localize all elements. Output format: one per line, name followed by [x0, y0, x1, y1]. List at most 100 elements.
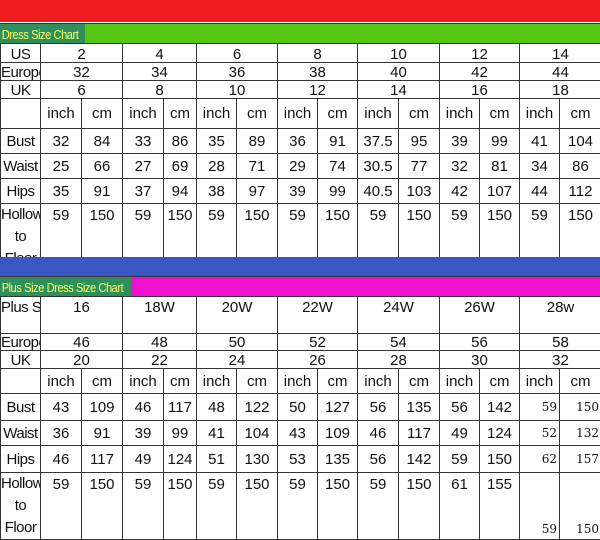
measure-value: 53: [278, 446, 318, 473]
size-value: 18: [520, 81, 600, 99]
unit-cm: cm: [318, 99, 358, 129]
measure-value: 52: [520, 421, 560, 446]
measure-value: 59: [278, 473, 318, 540]
measure-value: 35: [41, 179, 82, 204]
measure-value: 46: [123, 394, 164, 421]
measure-value: 29: [278, 154, 318, 179]
measure-value: 37.5: [358, 129, 399, 154]
measure-value: 103: [399, 179, 440, 204]
size-value: 16: [440, 81, 520, 99]
measure-value: 30.5: [358, 154, 399, 179]
measure-value: 49: [123, 446, 164, 473]
measure-value: 104: [237, 421, 278, 446]
size-value: 12: [440, 44, 520, 63]
row-label: Europe: [1, 63, 41, 81]
measure-value: 44: [520, 179, 560, 204]
dress-title-bar: Dress Size Chart: [0, 23, 600, 43]
size-value: 42: [440, 63, 520, 81]
size-value: 38: [278, 63, 358, 81]
unit-cm: cm: [399, 99, 440, 129]
measure-value: 39: [123, 421, 164, 446]
size-value: 28w: [520, 297, 600, 334]
measure-value: 150: [399, 473, 440, 540]
measure-value: 157: [560, 446, 600, 473]
measure-value: 35: [197, 129, 237, 154]
measure-value: 27: [123, 154, 164, 179]
size-value: 2: [41, 44, 123, 63]
size-value: 4: [123, 44, 197, 63]
measure-value: 41: [197, 421, 237, 446]
measure-value: 107: [480, 179, 520, 204]
measure-value: 127: [318, 394, 358, 421]
unit-inch: inch: [520, 369, 560, 394]
measure-value: 36: [278, 129, 318, 154]
measure-value: 97: [237, 179, 278, 204]
measure-value: 150: [82, 473, 123, 540]
row-label: Bust: [1, 129, 41, 154]
measure-value: 59: [123, 473, 164, 540]
measure-value: 132: [560, 421, 600, 446]
measure-value: 39: [278, 179, 318, 204]
unit-inch: inch: [440, 369, 480, 394]
size-value: 58: [520, 334, 600, 351]
measure-value: 32: [41, 129, 82, 154]
plus-chart-title: Plus Size Dress Size Chart: [0, 277, 131, 296]
size-value: 12: [278, 81, 358, 99]
measure-value: 86: [560, 154, 600, 179]
size-value: 40: [358, 63, 440, 81]
measure-value: 150: [318, 473, 358, 540]
size-value: 22W: [278, 297, 358, 334]
measure-value: 59: [520, 473, 560, 540]
measure-value: 155: [480, 473, 520, 540]
measure-value: 91: [82, 421, 123, 446]
plus-title-bar: Plus Size Dress Size Chart: [0, 276, 600, 296]
measure-value: 56: [358, 446, 399, 473]
row-label: Europe: [1, 334, 41, 351]
row-label: Waist: [1, 421, 41, 446]
measure-value: 117: [399, 421, 440, 446]
measure-value: 91: [318, 129, 358, 154]
unit-inch: inch: [41, 369, 82, 394]
measure-value: 117: [82, 446, 123, 473]
size-value: 30: [440, 351, 520, 369]
unit-cm: cm: [164, 99, 197, 129]
measure-value: 124: [480, 421, 520, 446]
size-value: 20W: [197, 297, 278, 334]
size-row: Europe32343638404244: [1, 63, 600, 81]
measure-value: 36: [41, 421, 82, 446]
measure-value: 33: [123, 129, 164, 154]
measure-value: 95: [399, 129, 440, 154]
size-value: 10: [358, 44, 440, 63]
measure-value: 39: [440, 129, 480, 154]
measure-value: 69: [164, 154, 197, 179]
measure-value: 28: [197, 154, 237, 179]
measure-value: 99: [318, 179, 358, 204]
row-label: Plus Size: [1, 297, 41, 334]
unit-cm: cm: [560, 99, 600, 129]
measure-value: 84: [82, 129, 123, 154]
size-value: 24W: [358, 297, 440, 334]
empty-cell: [1, 99, 41, 129]
measure-value: 117: [164, 394, 197, 421]
unit-cm: cm: [237, 99, 278, 129]
unit-inch: inch: [358, 99, 399, 129]
unit-inch: inch: [358, 369, 399, 394]
measure-value: 77: [399, 154, 440, 179]
measure-value: 89: [237, 129, 278, 154]
measure-value: 150: [164, 473, 197, 540]
measure-value: 50: [278, 394, 318, 421]
measure-value: 43: [278, 421, 318, 446]
measure-value: 41: [520, 129, 560, 154]
measure-value: 34: [520, 154, 560, 179]
unit-cm: cm: [480, 99, 520, 129]
measure-value: 135: [318, 446, 358, 473]
measure-value: 56: [440, 394, 480, 421]
unit-cm: cm: [560, 369, 600, 394]
size-value: 26W: [440, 297, 520, 334]
row-label: UK: [1, 81, 41, 99]
size-value: 26: [278, 351, 358, 369]
